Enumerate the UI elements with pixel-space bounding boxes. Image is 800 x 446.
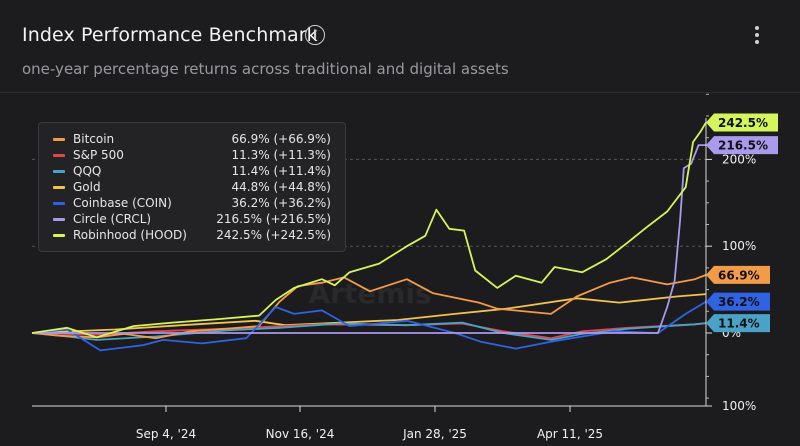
legend-swatch xyxy=(53,234,65,237)
legend-series-value: 44.8% (+44.8%) xyxy=(231,180,331,194)
series-line-circle-crcl xyxy=(32,144,706,334)
legend-swatch xyxy=(53,202,65,205)
page-title: Index Performance Benchmark xyxy=(22,24,318,46)
series-line-qqq xyxy=(31,321,707,341)
value-badge: 216.5% xyxy=(706,136,778,155)
legend-series-name: Circle (CRCL) xyxy=(73,212,152,226)
x-tick-label: Sep 4, '24 xyxy=(136,427,196,441)
legend-swatch xyxy=(53,218,65,221)
value-badge-shape xyxy=(706,113,778,132)
value-badge-shape xyxy=(706,136,778,155)
value-badge: 11.4% xyxy=(706,314,770,333)
legend-swatch xyxy=(53,154,65,157)
info-icon[interactable]: i xyxy=(305,25,325,45)
value-badges: 66.9% 11.4% 36.2% 216.5% 242.5% xyxy=(706,113,778,333)
chart-grid xyxy=(32,158,706,407)
series-layer xyxy=(31,122,707,352)
value-badge-label: 36.2% xyxy=(718,295,760,309)
y-tick-label: 100% xyxy=(722,239,756,253)
legend-series-value: 11.4% (+11.4%) xyxy=(231,164,331,178)
legend-item[interactable]: Robinhood (HOOD) 242.5% (+242.5%) xyxy=(49,227,335,243)
legend-series-name: Coinbase (COIN) xyxy=(73,196,172,210)
value-badge: 242.5% xyxy=(706,113,778,132)
chart-legend: Bitcoin 66.9% (+66.9%) S&P 500 11.3% (+11.3… xyxy=(38,122,346,252)
more-vertical-icon[interactable] xyxy=(752,26,762,48)
legend-series-name: Bitcoin xyxy=(73,132,115,146)
x-tick-label: Apr 11, '25 xyxy=(537,427,603,441)
value-badge-label: 11.4% xyxy=(718,317,760,331)
y-tick-label: 200% xyxy=(722,152,756,166)
line-chart: Artemis 300%200%100%0%100%Sep 4, '24Nov … xyxy=(31,93,778,441)
value-badge-shape xyxy=(706,314,770,333)
x-tick-label: Nov 16, '24 xyxy=(266,427,335,441)
card-header: Index Performance Benchmark i one-year p… xyxy=(0,0,800,93)
x-tick-label: Jan 28, '25 xyxy=(402,427,467,441)
legend-item[interactable]: S&P 500 11.3% (+11.3%) xyxy=(49,147,335,163)
legend-series-name: Robinhood (HOOD) xyxy=(73,228,187,242)
legend-series-value: 11.3% (+11.3%) xyxy=(231,148,331,162)
legend-item[interactable]: QQQ 11.4% (+11.4%) xyxy=(49,163,335,179)
series-line-bitcoin xyxy=(31,274,707,340)
value-badge-label: 66.9% xyxy=(718,268,760,282)
legend-swatch xyxy=(53,186,65,189)
legend-series-value: 36.2% (+36.2%) xyxy=(231,196,331,210)
legend-item[interactable]: Coinbase (COIN) 36.2% (+36.2%) xyxy=(49,195,335,211)
legend-series-name: S&P 500 xyxy=(73,148,124,162)
y-tick-label: 100% xyxy=(722,399,756,413)
legend-swatch xyxy=(53,170,65,173)
legend-swatch xyxy=(53,138,65,141)
legend-item[interactable]: Circle (CRCL) 216.5% (+216.5%) xyxy=(49,211,335,227)
value-badge: 66.9% xyxy=(706,265,770,284)
value-badge-shape xyxy=(706,292,770,311)
legend-series-name: Gold xyxy=(73,180,101,194)
series-line-gold xyxy=(31,293,707,334)
value-badge-label: 216.5% xyxy=(718,139,768,153)
value-badge: 36.2% xyxy=(706,292,770,311)
legend-item[interactable]: Bitcoin 66.9% (+66.9%) xyxy=(49,131,335,147)
legend-item[interactable]: Gold 44.8% (+44.8%) xyxy=(49,179,335,195)
legend-series-name: QQQ xyxy=(73,164,102,178)
value-badge-label: 242.5% xyxy=(718,116,768,130)
legend-series-value: 242.5% (+242.5%) xyxy=(216,228,331,242)
page-subtitle: one-year percentage returns across tradi… xyxy=(22,60,509,78)
legend-series-value: 66.9% (+66.9%) xyxy=(231,132,331,146)
series-line-robinhood-hood xyxy=(31,122,707,339)
value-badge-shape xyxy=(706,265,770,284)
legend-series-value: 216.5% (+216.5%) xyxy=(216,212,331,226)
